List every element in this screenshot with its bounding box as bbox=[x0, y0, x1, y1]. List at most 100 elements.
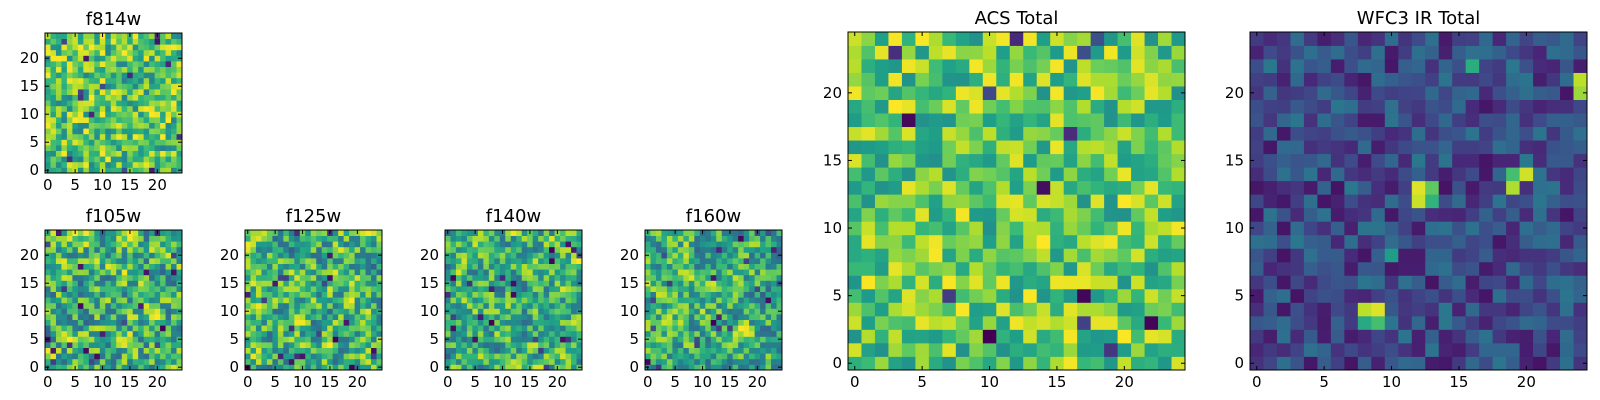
y-tick-label: 0 bbox=[1234, 354, 1244, 372]
heatmap-cell bbox=[982, 167, 997, 182]
heatmap-cell bbox=[1344, 356, 1359, 371]
heatmap-cell bbox=[88, 314, 95, 320]
heatmap-cell bbox=[110, 325, 117, 332]
heatmap-cell bbox=[969, 99, 984, 114]
heatmap-cell bbox=[360, 325, 366, 332]
heatmap-cell bbox=[83, 308, 90, 315]
heatmap-cell bbox=[996, 194, 1011, 209]
heatmap-cell bbox=[661, 364, 668, 371]
heatmap-cell bbox=[1492, 59, 1507, 73]
heatmap-cell bbox=[655, 286, 662, 292]
heatmap-cell bbox=[901, 207, 916, 222]
heatmap-cell bbox=[66, 105, 73, 112]
heatmap-cell bbox=[149, 330, 155, 337]
heatmap-cell bbox=[288, 274, 295, 281]
heatmap-cell bbox=[132, 336, 139, 343]
heatmap-cell bbox=[310, 258, 317, 264]
heatmap-cell bbox=[138, 61, 145, 67]
heatmap-cell bbox=[677, 246, 684, 253]
heatmap-cell bbox=[310, 269, 317, 276]
heatmap-cell bbox=[576, 314, 583, 320]
heatmap-cell bbox=[55, 49, 62, 56]
heatmap-cell bbox=[901, 140, 916, 155]
heatmap-cell bbox=[171, 111, 177, 118]
heatmap-cell bbox=[1357, 194, 1372, 209]
heatmap-cell bbox=[538, 308, 545, 315]
heatmap-cell bbox=[138, 44, 145, 51]
heatmap-cell bbox=[83, 252, 90, 259]
heatmap-cell bbox=[294, 258, 301, 264]
heatmap-cell bbox=[1371, 288, 1386, 303]
heatmap-cell bbox=[915, 153, 930, 168]
heatmap-cell bbox=[110, 161, 117, 168]
heatmap-cell bbox=[105, 167, 112, 174]
heatmap-cell bbox=[928, 99, 943, 114]
heatmap-cell bbox=[61, 61, 68, 67]
heatmap-cell bbox=[127, 156, 134, 163]
heatmap-cell bbox=[527, 308, 534, 315]
heatmap-cell bbox=[165, 139, 172, 146]
heatmap-cell bbox=[1104, 356, 1118, 371]
heatmap-cell bbox=[110, 89, 117, 95]
heatmap-cell bbox=[127, 122, 134, 129]
heatmap-cell bbox=[305, 269, 312, 276]
heatmap-cell bbox=[299, 252, 306, 259]
heatmap-cell bbox=[1117, 32, 1132, 46]
heatmap-cell bbox=[277, 302, 284, 309]
heatmap-cell bbox=[55, 145, 62, 151]
heatmap-cell bbox=[888, 140, 903, 155]
heatmap-cell bbox=[1384, 342, 1399, 357]
heatmap-cell bbox=[266, 347, 273, 354]
heatmap-cell bbox=[488, 258, 495, 264]
heatmap-cell bbox=[349, 336, 355, 343]
heatmap-cell bbox=[343, 353, 350, 360]
heatmap-cell bbox=[455, 330, 462, 337]
heatmap-cell bbox=[982, 315, 997, 330]
heatmap-cell bbox=[1009, 234, 1024, 249]
heatmap-cell bbox=[477, 302, 484, 309]
heatmap-cell bbox=[83, 297, 90, 304]
heatmap-cell bbox=[176, 246, 183, 253]
heatmap-cell bbox=[149, 111, 155, 118]
heatmap-cell bbox=[1009, 180, 1024, 195]
heatmap-cell bbox=[261, 235, 268, 242]
heatmap-cell bbox=[445, 235, 451, 242]
heatmap-cell bbox=[571, 269, 577, 276]
heatmap-cell bbox=[494, 342, 501, 348]
heatmap-cell bbox=[160, 38, 166, 45]
heatmap-cell bbox=[560, 241, 566, 248]
heatmap-cell bbox=[477, 325, 484, 332]
heatmap-cell bbox=[110, 61, 117, 67]
heatmap-cell bbox=[771, 274, 777, 281]
heatmap-cell bbox=[499, 280, 506, 287]
heatmap-cell bbox=[50, 156, 57, 163]
heatmap-cell bbox=[149, 94, 155, 101]
heatmap-cell bbox=[99, 117, 106, 123]
heatmap-cell bbox=[110, 252, 117, 259]
heatmap-cell bbox=[171, 314, 177, 320]
heatmap-cell bbox=[560, 258, 566, 264]
heatmap-cell bbox=[874, 207, 889, 222]
heatmap-cell bbox=[776, 246, 783, 253]
heatmap-cell bbox=[982, 32, 997, 46]
x-tick-label: 20 bbox=[148, 176, 167, 194]
heatmap-cell bbox=[760, 235, 766, 242]
heatmap-cell bbox=[505, 235, 512, 242]
heatmap-cell bbox=[543, 258, 550, 264]
heatmap-cell bbox=[538, 336, 545, 343]
heatmap-cell bbox=[483, 280, 490, 287]
heatmap-cell bbox=[461, 358, 468, 365]
heatmap-cell bbox=[1371, 194, 1386, 209]
heatmap-cell bbox=[650, 297, 657, 304]
heatmap-cell bbox=[1384, 207, 1399, 222]
heatmap-cell bbox=[165, 117, 172, 123]
heatmap-cell bbox=[955, 261, 970, 276]
heatmap-cell bbox=[1573, 342, 1588, 357]
heatmap-cell bbox=[1023, 32, 1038, 46]
heatmap-cell bbox=[99, 55, 106, 62]
heatmap-cell bbox=[83, 353, 90, 360]
heatmap-cell bbox=[688, 291, 695, 298]
heatmap-cell bbox=[116, 325, 123, 332]
heatmap-cell bbox=[1009, 356, 1024, 371]
heatmap-cell bbox=[94, 241, 101, 248]
